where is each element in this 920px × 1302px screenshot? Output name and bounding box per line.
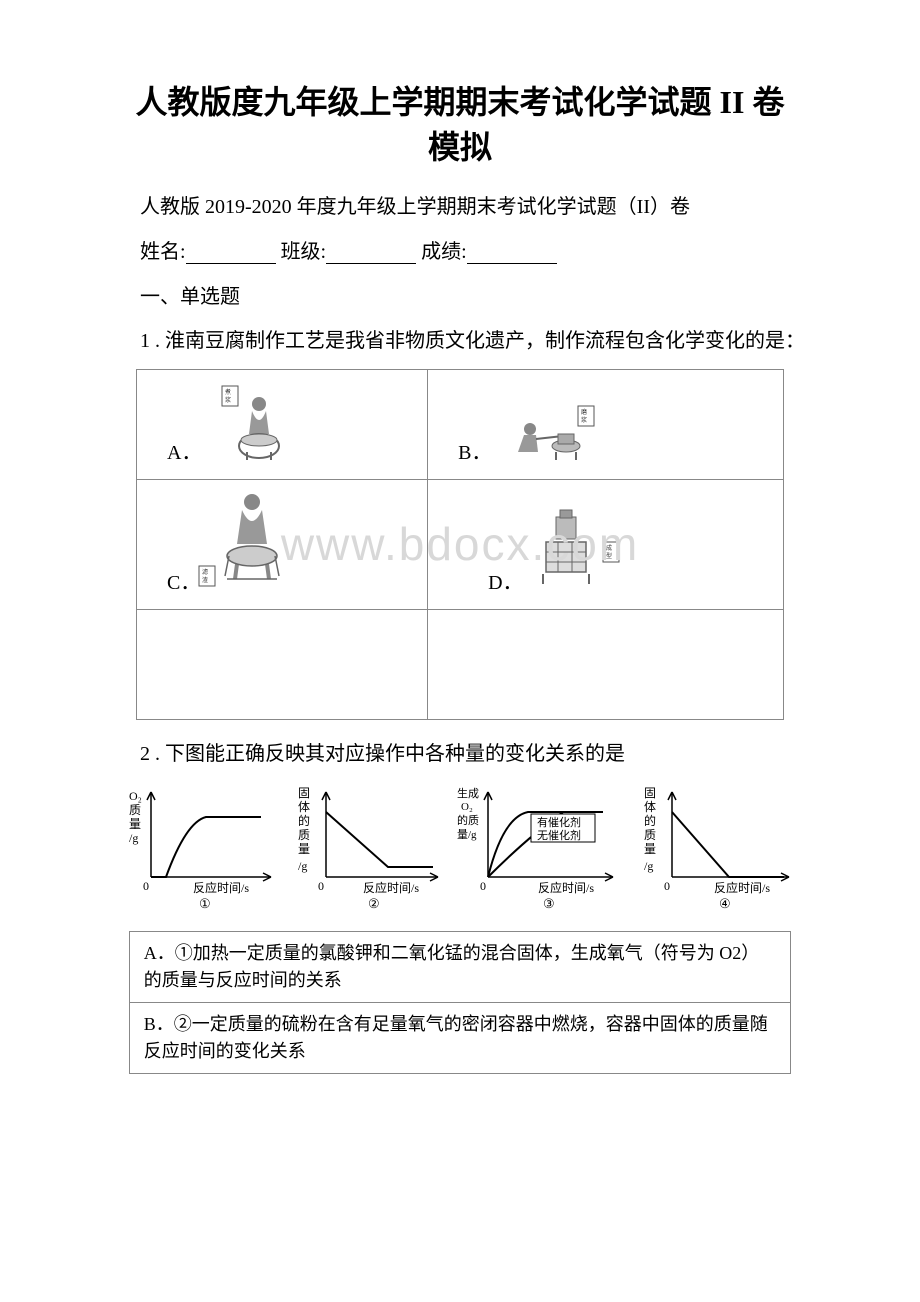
q1-empty-cell-2 [428, 609, 784, 719]
svg-text:量: 量 [298, 842, 310, 856]
graph-3: 生成 O₂ 的质 量/g 0 反应时间/s 有催化剂 无催化剂 ③ [453, 782, 633, 917]
graph3-legend2: 无催化剂 [537, 828, 581, 842]
graph-4: 固 体 的 质 量 /g 0 反应时间/s ④ [633, 782, 800, 917]
subtitle: 人教版 2019-2020 年度九年级上学期期末考试化学试题（II）卷 [100, 190, 820, 219]
svg-text:0: 0 [664, 879, 670, 893]
graph3-num: ③ [543, 896, 555, 911]
svg-text:/g: /g [129, 831, 138, 845]
label-a: 煮 [225, 388, 231, 396]
q2-graphs-row: O₂ 质 量 /g 0 反应时间/s ① 固 体 的 质 量 /g 0 反应时间… [120, 782, 800, 917]
graph-2: 固 体 的 质 量 /g 0 反应时间/s ② [287, 782, 454, 917]
graph3-legend1: 有催化剂 [537, 815, 581, 829]
svg-text:质: 质 [644, 828, 656, 842]
svg-text:浆: 浆 [581, 416, 587, 424]
svg-text:量/g: 量/g [457, 828, 477, 841]
svg-text:反应时间/s: 反应时间/s [714, 880, 770, 895]
q2-answer-a: A．①加热一定质量的氯酸钾和二氧化锰的混合固体，生成氧气（符号为 O2）的质量与… [129, 931, 790, 1002]
section-1-header: 一、单选题 [100, 280, 820, 309]
q1-option-b-cell: B． 磨 浆 [428, 369, 784, 479]
class-label: 班级: [281, 241, 327, 263]
q1-option-b-label: B． [458, 436, 491, 465]
name-blank[interactable] [186, 242, 276, 264]
name-label: 姓名: [140, 241, 186, 263]
svg-text:的: 的 [644, 813, 656, 828]
svg-text:磨: 磨 [581, 408, 587, 416]
svg-text:反应时间/s: 反应时间/s [363, 880, 419, 895]
svg-text:质: 质 [298, 828, 310, 842]
svg-text:的质: 的质 [457, 813, 479, 827]
graph4-num: ④ [719, 896, 731, 911]
q1-option-d-icon: 成 型 [528, 502, 628, 597]
class-blank[interactable] [326, 242, 416, 264]
svg-text:固: 固 [298, 786, 310, 800]
svg-text:0: 0 [143, 879, 149, 893]
svg-text:O₂: O₂ [129, 789, 142, 803]
svg-text:反应时间/s: 反应时间/s [538, 880, 594, 895]
q1-option-c-label: C． [167, 566, 200, 595]
q1-empty-cell-1 [137, 609, 428, 719]
svg-text:滤: 滤 [202, 568, 208, 576]
svg-text:体: 体 [644, 800, 656, 814]
score-label: 成绩: [421, 241, 467, 263]
svg-text:/g: /g [644, 859, 653, 873]
svg-text:质: 质 [129, 803, 141, 817]
title-line1: 人教版度九年级上学期期末考试化学试题 II 卷 [136, 84, 785, 120]
svg-text:量: 量 [644, 842, 656, 856]
q1-option-d-label: D． [488, 566, 522, 595]
q2-answer-b: B．②一定质量的硫粉在含有足量氧气的密闭容器中燃烧，容器中固体的质量随反应时间的… [129, 1002, 790, 1073]
q1-option-d-cell: D． 成 型 [428, 479, 784, 609]
title-line2: 模拟 [428, 129, 492, 165]
graph1-num: ① [199, 896, 211, 911]
svg-text:量: 量 [129, 817, 141, 831]
graph-1: O₂ 质 量 /g 0 反应时间/s ① [120, 782, 287, 917]
q1-option-a-label: A． [167, 436, 201, 465]
svg-text:生成: 生成 [457, 786, 479, 800]
score-blank[interactable] [467, 242, 557, 264]
graph1-xlabel: 反应时间/s [193, 880, 249, 895]
q1-option-c-icon: 滤 渣 [197, 484, 307, 599]
svg-text:浆: 浆 [225, 396, 231, 404]
q1-options-table: A． 煮 浆 B． [136, 369, 784, 720]
q2-answer-table: A．①加热一定质量的氯酸钾和二氧化锰的混合固体，生成氧气（符号为 O2）的质量与… [129, 931, 791, 1074]
q1-option-c-cell: C． 滤 渣 [137, 479, 428, 609]
svg-text:/g: /g [298, 859, 307, 873]
svg-text:渣: 渣 [202, 576, 208, 584]
svg-text:固: 固 [644, 786, 656, 800]
question-1-text: 1 . 淮南豆腐制作工艺是我省非物质文化遗产，制作流程包含化学变化的是： [100, 325, 820, 357]
main-title: 人教版度九年级上学期期末考试化学试题 II 卷 模拟 [100, 80, 820, 170]
q1-option-a-icon: 煮 浆 [217, 384, 297, 469]
svg-text:成: 成 [606, 544, 612, 552]
q1-option-b-icon: 磨 浆 [508, 404, 598, 469]
svg-text:型: 型 [606, 552, 612, 560]
student-info-line: 姓名: 班级: 成绩: [100, 235, 820, 264]
svg-text:体: 体 [298, 800, 310, 814]
q1-option-a-cell: A． 煮 浆 [137, 369, 428, 479]
svg-text:的: 的 [298, 813, 310, 828]
svg-text:O₂: O₂ [461, 801, 473, 813]
svg-text:0: 0 [318, 879, 324, 893]
graph2-num: ② [368, 896, 380, 911]
svg-text:0: 0 [480, 879, 486, 893]
question-2-text: 2 . 下图能正确反映其对应操作中各种量的变化关系的是 [100, 738, 820, 770]
